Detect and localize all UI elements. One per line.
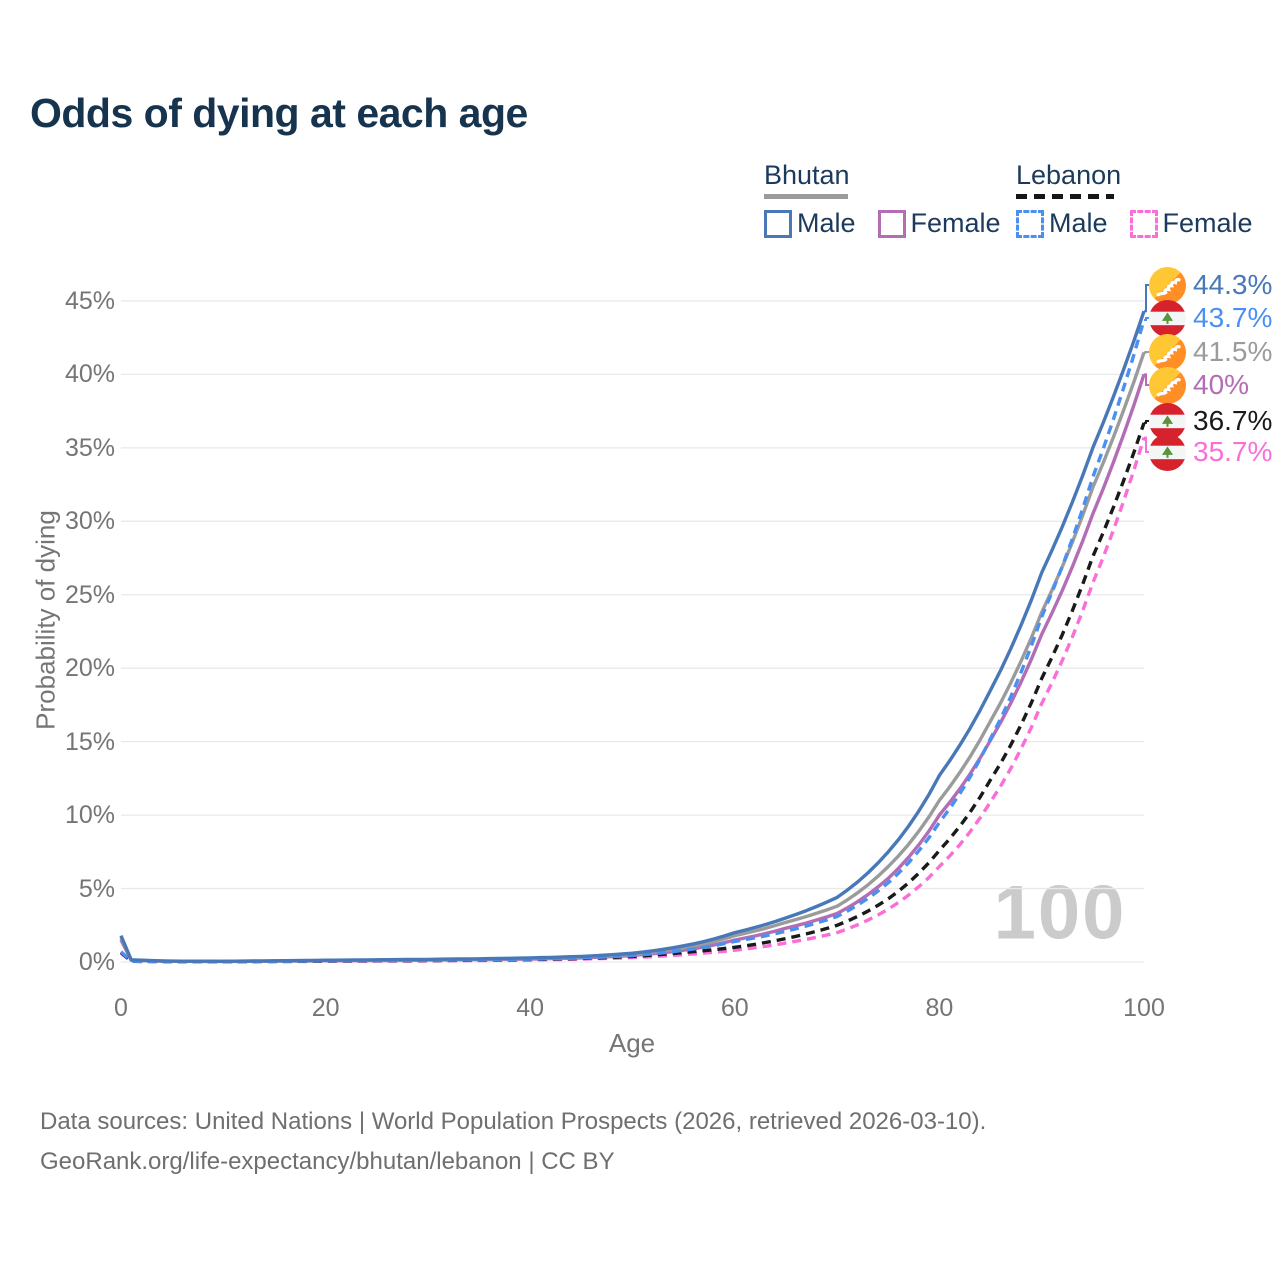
y-tick-label-20: 20% — [64, 654, 115, 683]
series-line-bhutan — [119, 351, 1146, 963]
x-tick-label-40: 40 — [516, 994, 545, 1022]
age-watermark: 100 — [993, 870, 1127, 956]
end-label-value: 35.7% — [1193, 436, 1273, 467]
legend-item-bhutan-female[interactable]: Female — [877, 208, 1001, 239]
series-line-lebanon — [119, 422, 1146, 964]
x-tick-label-100: 100 — [1123, 994, 1165, 1022]
end-label-lebanon-female: 35.7% — [1149, 433, 1272, 471]
y-tick-label-0: 0% — [78, 948, 115, 976]
legend-item-label: Female — [910, 208, 1001, 238]
legend-line-sample-lebanon — [1016, 194, 1114, 199]
bhutan-flag-icon — [1149, 266, 1186, 304]
page-title: Odds of dying at each age — [30, 90, 528, 136]
legend-item-label: Female — [1162, 208, 1253, 238]
legend-item-lebanon-male[interactable]: Male — [1016, 208, 1108, 239]
end-label-value: 36.7% — [1193, 405, 1273, 436]
legend-group-lebanon: Lebanon Male Female — [1016, 160, 1275, 239]
x-tick-label-0: 0 — [114, 994, 128, 1022]
bhutan-flag-icon — [1149, 333, 1186, 371]
bhutan-flag-icon — [1149, 366, 1186, 404]
series-line-lebanon-male — [119, 319, 1146, 964]
x-tick-label-20: 20 — [311, 994, 340, 1022]
lebanon-flag-icon — [1149, 433, 1186, 471]
legend-country-bhutan[interactable]: Bhutan — [764, 160, 850, 190]
legend-item-lebanon-female[interactable]: Female — [1129, 208, 1253, 239]
y-tick-label-35: 35% — [64, 433, 115, 462]
legend-item-label: Male — [1049, 208, 1108, 238]
end-label-lebanon-male: 43.7% — [1149, 299, 1272, 337]
legend-checkbox-lebanon-male[interactable] — [1016, 209, 1044, 238]
y-tick-label-10: 10% — [64, 801, 115, 830]
lebanon-flag-icon — [1149, 299, 1186, 337]
x-axis-title: Age — [608, 1028, 656, 1058]
end-label-bhutan-female: 40% — [1149, 366, 1249, 404]
series-line-bhutan-female — [119, 373, 1146, 964]
x-tick-label-80: 80 — [925, 994, 954, 1022]
y-tick-label-15: 15% — [64, 727, 115, 756]
legend-checkbox-bhutan-female[interactable] — [877, 209, 906, 238]
y-tick-label-30: 30% — [64, 507, 115, 536]
footer-source-line: Data sources: United Nations | World Pop… — [40, 1108, 987, 1135]
y-tick-label-40: 40% — [64, 360, 115, 389]
legend-checkbox-bhutan-male[interactable] — [764, 209, 792, 238]
legend-country-lebanon[interactable]: Lebanon — [1016, 160, 1122, 190]
y-axis-title: Probability of dying — [30, 510, 61, 730]
end-label-value: 44.3% — [1193, 269, 1273, 300]
legend-group-bhutan: Bhutan Male Female — [764, 160, 1023, 239]
footer-attribution-line: GeoRank.org/life-expectancy/bhutan/leban… — [40, 1148, 615, 1175]
end-label-value: 43.7% — [1193, 302, 1273, 333]
series-line-lebanon-female — [119, 437, 1146, 964]
series-line-bhutan-male — [119, 310, 1146, 963]
y-tick-label-45: 45% — [64, 286, 115, 315]
legend-item-label: Male — [797, 208, 856, 238]
end-label-value: 40% — [1193, 369, 1250, 400]
y-tick-label-5: 5% — [78, 874, 115, 903]
legend-line-sample-bhutan — [764, 194, 848, 199]
end-label-value: 41.5% — [1193, 336, 1273, 367]
x-tick-label-60: 60 — [720, 994, 749, 1022]
legend-checkbox-lebanon-female[interactable] — [1129, 209, 1158, 238]
legend-item-bhutan-male[interactable]: Male — [764, 208, 856, 239]
end-label-bhutan-male: 44.3% — [1149, 266, 1272, 304]
end-label-bhutan: 41.5% — [1149, 333, 1272, 371]
y-tick-label-25: 25% — [64, 580, 115, 609]
